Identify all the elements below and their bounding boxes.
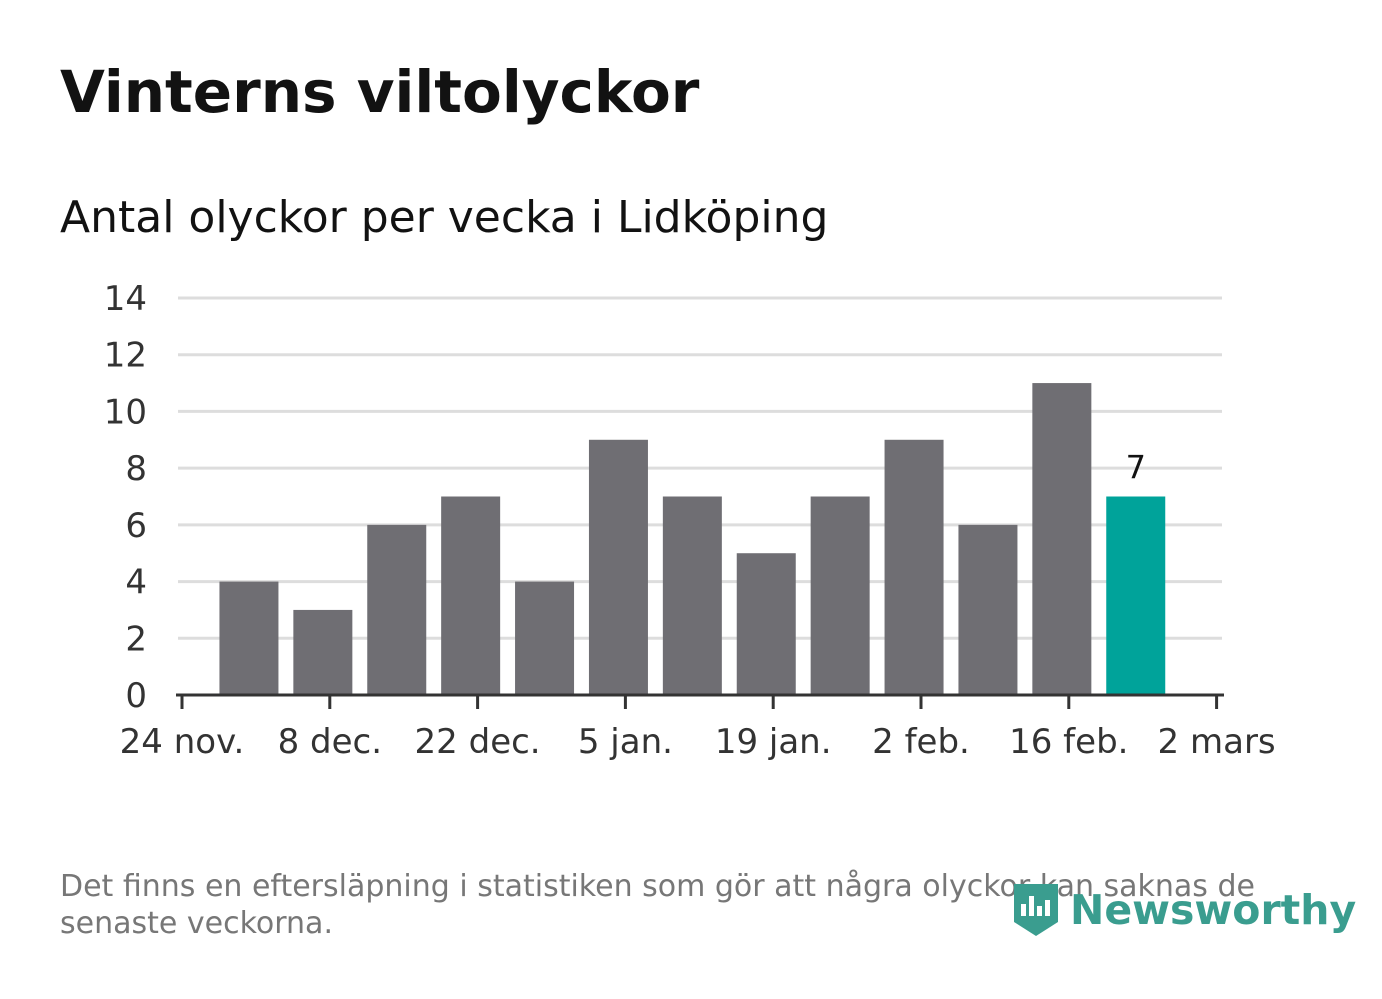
y-axis-ticks: 0 2 4 6 8 10 12 14 <box>104 279 147 716</box>
bar <box>293 609 353 695</box>
bar <box>662 496 722 695</box>
bar <box>884 439 944 695</box>
x-tick-label: 2 feb. <box>872 722 970 762</box>
y-tick-label: 8 <box>125 449 147 489</box>
bar <box>515 581 575 695</box>
y-tick-label: 0 <box>125 676 147 716</box>
chart-subtitle: Antal olyckor per vecka i Lidköping <box>60 192 829 243</box>
x-tick-label: 19 jan. <box>715 722 832 762</box>
y-tick-label: 6 <box>125 506 147 546</box>
y-tick-label: 10 <box>104 392 147 432</box>
x-tick-label: 8 dec. <box>278 722 382 762</box>
bar <box>219 581 279 695</box>
y-tick-label: 2 <box>125 619 147 659</box>
x-tick-label: 5 jan. <box>578 722 673 762</box>
x-tick-label: 24 nov. <box>120 722 245 762</box>
bar-highlight <box>1106 496 1166 695</box>
bar <box>367 524 427 695</box>
x-tick-label: 22 dec. <box>415 722 541 762</box>
data-label: 7 <box>1126 449 1146 487</box>
newsworthy-logo: Newsworthy <box>1010 880 1356 940</box>
x-axis: 24 nov. 8 dec. 22 dec. 5 jan. 19 jan. 2 feb. 1… <box>120 693 1276 762</box>
bar <box>1032 383 1092 695</box>
y-tick-label: 12 <box>104 336 147 376</box>
x-tick-label: 2 mars <box>1158 722 1276 762</box>
y-tick-label: 4 <box>125 563 147 603</box>
bar <box>810 496 870 695</box>
bar <box>588 439 648 695</box>
newsworthy-logo-text: Newsworthy <box>1070 886 1357 934</box>
chart-title: Vinterns viltolyckor <box>60 58 700 126</box>
bars <box>219 383 1166 695</box>
bar <box>736 553 796 695</box>
newsworthy-logo-icon <box>1014 884 1058 936</box>
y-tick-label: 14 <box>104 279 147 319</box>
bar-chart: 0 2 4 6 8 10 12 14 7 24 nov. 8 dec. 22 dec. 5 jan.… <box>104 279 1276 762</box>
bar <box>441 496 501 695</box>
bar <box>958 524 1018 695</box>
x-tick-label: 16 feb. <box>1009 722 1128 762</box>
data-labels: 7 <box>1126 449 1146 487</box>
